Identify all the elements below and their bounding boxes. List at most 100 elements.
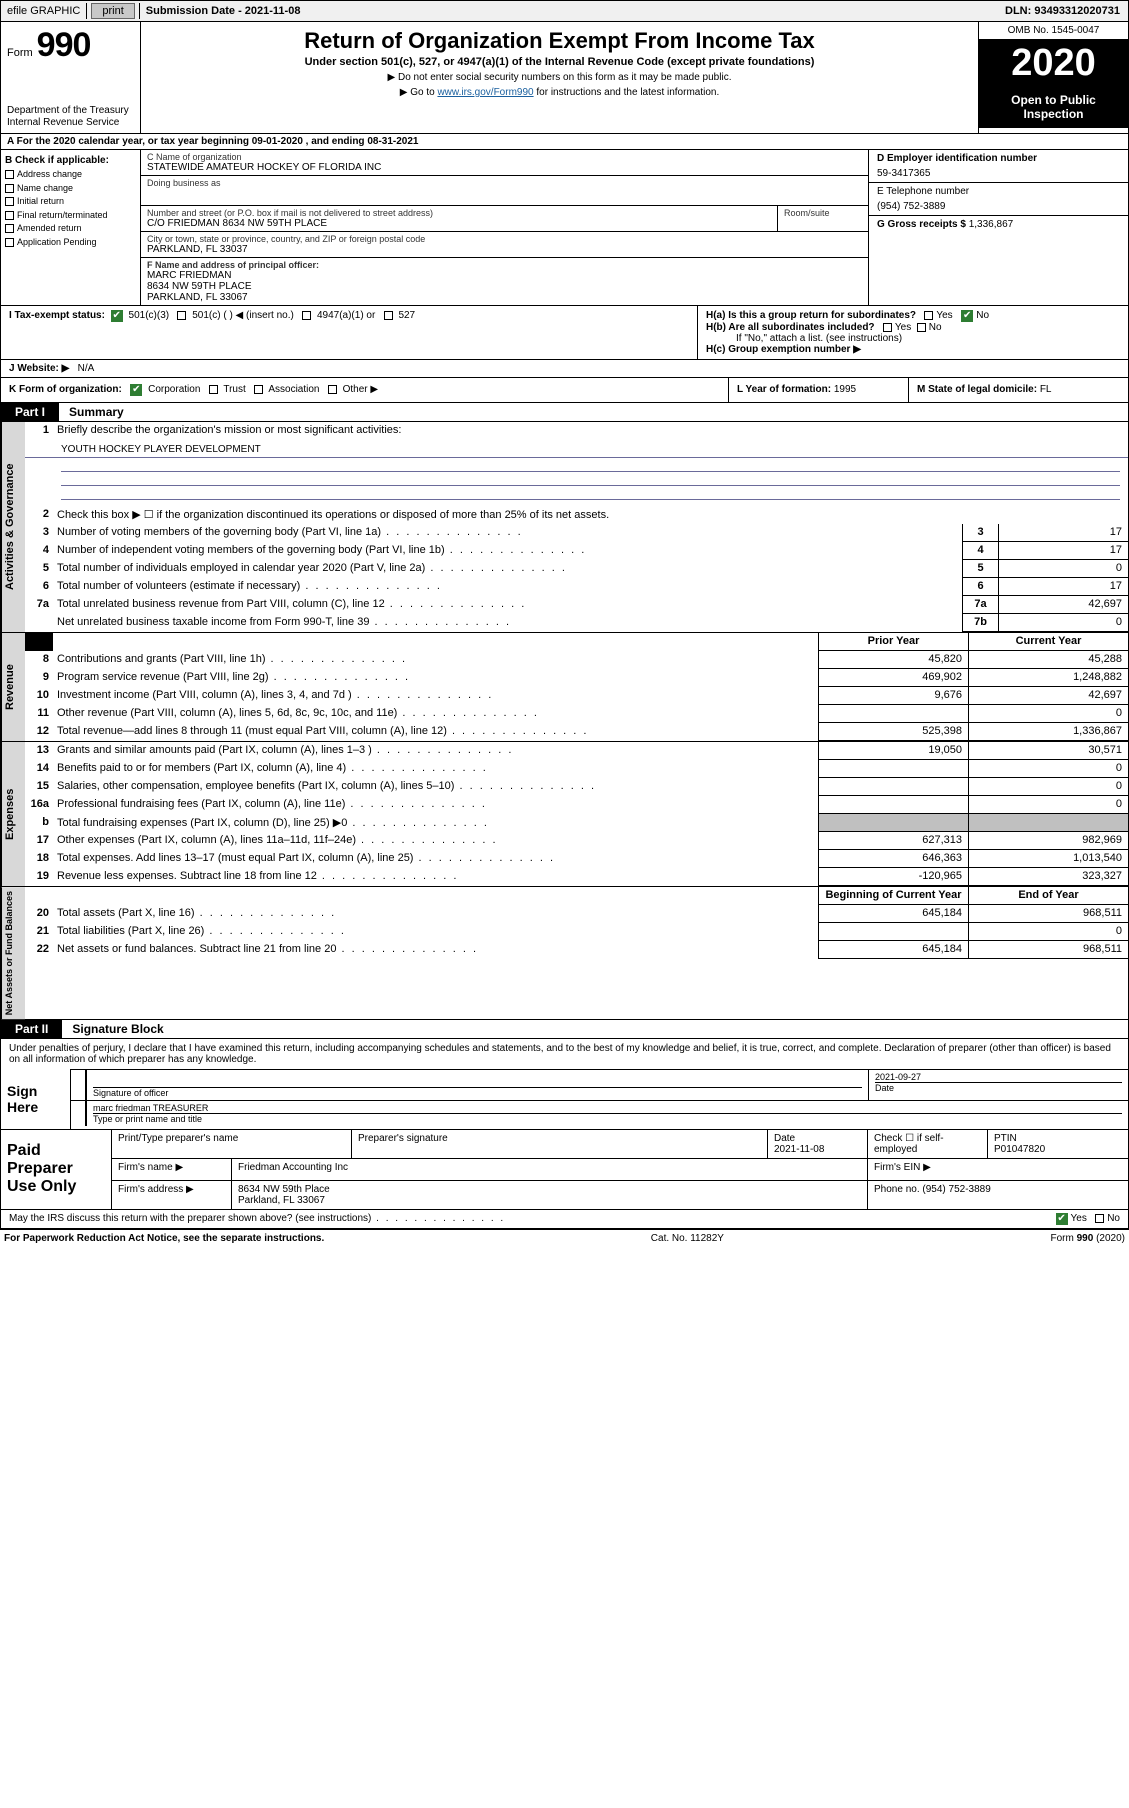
efile-label: efile GRAPHIC <box>1 3 87 19</box>
form-subtitle: Under section 501(c), 527, or 4947(a)(1)… <box>149 56 970 68</box>
table-netassets: Net Assets or Fund Balances Beginning of… <box>0 887 1129 1020</box>
arrow-icon <box>71 1101 87 1126</box>
h-name: Print/Type preparer's name <box>112 1130 352 1158</box>
k-opt: Trust <box>223 384 245 395</box>
ein: 59-3417365 <box>877 168 1120 179</box>
phone-l: Phone no. <box>874 1184 920 1195</box>
b-item: Initial return <box>5 195 136 209</box>
form-word: Form <box>7 47 33 59</box>
c-label: C Name of organization <box>147 152 862 162</box>
table-expenses: Expenses 13Grants and similar amounts pa… <box>0 742 1129 887</box>
l-label: L Year of formation: <box>737 384 831 395</box>
table-row: 20Total assets (Part X, line 16)645,1849… <box>25 905 1128 923</box>
checkbox[interactable] <box>883 323 892 332</box>
checkbox[interactable] <box>177 311 186 320</box>
table-row: 3Number of voting members of the governi… <box>25 524 1128 542</box>
part1-header: Part I Summary <box>0 403 1129 422</box>
ha-label: H(a) Is this a group return for subordin… <box>706 310 916 321</box>
vtab-netassets: Net Assets or Fund Balances <box>1 887 25 1019</box>
table-row: 17Other expenses (Part IX, column (A), l… <box>25 832 1128 850</box>
checkbox[interactable] <box>328 385 337 394</box>
type-label: Type or print name and title <box>93 1114 202 1124</box>
table-row: 4Number of independent voting members of… <box>25 542 1128 560</box>
officer-addr2: PARKLAND, FL 33067 <box>147 292 862 303</box>
part1-title: Summary <box>59 403 134 421</box>
header-mid: Return of Organization Exempt From Incom… <box>141 22 978 133</box>
checkbox[interactable] <box>5 224 14 233</box>
table-row: 11Other revenue (Part VIII, column (A), … <box>25 705 1128 723</box>
hc-label: H(c) Group exemption number ▶ <box>706 344 861 355</box>
i-opt-1: 501(c) ( ) ◀ (insert no.) <box>192 310 294 321</box>
part2-header: Part II Signature Block <box>0 1020 1129 1039</box>
table-row: 18Total expenses. Add lines 13–17 (must … <box>25 850 1128 868</box>
col-m: M State of legal domicile: FL <box>908 378 1128 402</box>
table-row: 5Total number of individuals employed in… <box>25 560 1128 578</box>
topbar: efile GRAPHIC print Submission Date - 20… <box>0 0 1129 22</box>
checkbox[interactable] <box>917 323 926 332</box>
hdr-prior: Prior Year <box>818 633 968 651</box>
header-right: OMB No. 1545-0047 2020 Open to Public In… <box>978 22 1128 133</box>
checkbox[interactable] <box>384 311 393 320</box>
paid-label: Paid Preparer Use Only <box>1 1130 111 1209</box>
checkbox[interactable] <box>5 170 14 179</box>
check-icon: ✔ <box>111 310 123 322</box>
i-label: I Tax-exempt status: <box>9 310 105 321</box>
firm-ein-l: Firm's EIN ▶ <box>868 1159 1128 1180</box>
g-label: G Gross receipts $ <box>877 219 966 230</box>
vtab-revenue: Revenue <box>1 633 25 741</box>
irs-link[interactable]: www.irs.gov/Form990 <box>437 87 533 98</box>
b-item: Application Pending <box>5 236 136 250</box>
checkbox[interactable] <box>1095 1214 1104 1223</box>
signature-block: Under penalties of perjury, I declare th… <box>0 1039 1129 1130</box>
firm-addr-l: Firm's address ▶ <box>112 1181 232 1209</box>
col-de: D Employer identification number 59-3417… <box>868 150 1128 305</box>
blank-line <box>61 458 1120 472</box>
note-post: for instructions and the latest informat… <box>534 87 720 98</box>
section-klm: K Form of organization: ✔ Corporation Tr… <box>0 378 1129 403</box>
blank-line <box>61 472 1120 486</box>
dba-label: Doing business as <box>147 178 862 188</box>
dln: DLN: 93493312020731 <box>997 3 1128 19</box>
checkbox[interactable] <box>5 211 14 220</box>
row-a-taxyear: A For the 2020 calendar year, or tax yea… <box>0 134 1129 150</box>
print-button[interactable]: print <box>91 3 134 19</box>
table-row: 12Total revenue—add lines 8 through 11 (… <box>25 723 1128 741</box>
i-opt-0: 501(c)(3) <box>129 310 170 321</box>
checkbox[interactable] <box>254 385 263 394</box>
part2-title: Signature Block <box>62 1020 173 1038</box>
room-label: Room/suite <box>778 206 868 231</box>
checkbox[interactable] <box>302 311 311 320</box>
checkbox[interactable] <box>5 184 14 193</box>
checkbox[interactable] <box>209 385 218 394</box>
yes-label: Yes <box>936 310 952 321</box>
m-label: M State of legal domicile: <box>917 384 1037 395</box>
no-label: No <box>1107 1213 1120 1224</box>
q1: Briefly describe the organization's miss… <box>53 422 1128 440</box>
h-check: Check ☐ if self-employed <box>868 1130 988 1158</box>
checkbox[interactable] <box>5 238 14 247</box>
checkbox[interactable] <box>5 197 14 206</box>
firm-addr1: 8634 NW 59th Place <box>238 1184 861 1195</box>
d-label: D Employer identification number <box>877 153 1120 164</box>
no-label: No <box>929 322 942 333</box>
k-opt: Other ▶ <box>343 384 378 395</box>
officer-name-title: marc friedman TREASURER <box>93 1103 1122 1114</box>
note-ssn: ▶ Do not enter social security numbers o… <box>149 72 970 83</box>
yes-label: Yes <box>1071 1213 1087 1224</box>
discuss-row: May the IRS discuss this return with the… <box>0 1210 1129 1229</box>
table-activities: Activities & Governance 1Briefly describ… <box>0 422 1129 633</box>
firm-name: Friedman Accounting Inc <box>232 1159 868 1180</box>
firm-name-l: Firm's name ▶ <box>112 1159 232 1180</box>
check-icon: ✔ <box>961 310 973 322</box>
header-left: Form 990 Department of the Treasury Inte… <box>1 22 141 133</box>
discuss-q: May the IRS discuss this return with the… <box>9 1213 505 1225</box>
mission: YOUTH HOCKEY PLAYER DEVELOPMENT <box>25 440 1128 458</box>
prep-date: 2021-11-08 <box>774 1144 824 1155</box>
b-item: Name change <box>5 182 136 196</box>
table-revenue: Revenue b Prior Year Current Year 8Contr… <box>0 633 1129 742</box>
omb-number: OMB No. 1545-0047 <box>979 22 1128 40</box>
checkbox[interactable] <box>924 311 933 320</box>
row-j: J Website: ▶ N/A <box>0 360 1129 378</box>
hb-label: H(b) Are all subordinates included? <box>706 322 875 333</box>
col-h: H(a) Is this a group return for subordin… <box>698 306 1128 359</box>
